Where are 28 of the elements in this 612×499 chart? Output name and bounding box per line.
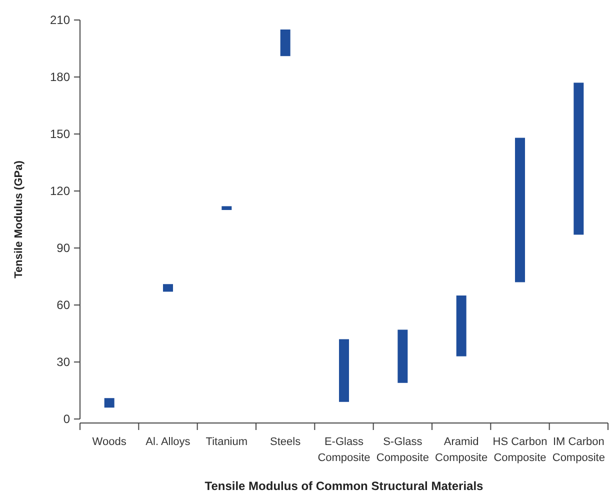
- x-tick-label: Woods: [92, 436, 127, 448]
- x-tick-label: Titanium: [206, 436, 248, 448]
- bar: [515, 138, 525, 282]
- y-tick-label: 180: [50, 70, 70, 84]
- x-tick-label: IM Carbon Composite: [552, 436, 605, 464]
- x-tick-label: S-Glass Composite: [376, 436, 429, 464]
- y-tick-label: 120: [50, 184, 70, 198]
- y-tick-label: 0: [63, 412, 70, 426]
- bar: [280, 30, 290, 56]
- y-tick-label: 150: [50, 127, 70, 142]
- x-tick-label: Al. Alloys: [146, 436, 191, 448]
- y-tick-label: 30: [56, 355, 70, 370]
- y-tick-label: 210: [50, 13, 70, 28]
- y-tick-label: 90: [56, 241, 70, 256]
- bar: [574, 82, 584, 235]
- bar: [398, 330, 408, 383]
- x-tick-label: HS Carbon Composite: [492, 436, 548, 464]
- y-axis-title: Tensile Modulus (GPa): [13, 160, 25, 278]
- bar: [339, 339, 349, 402]
- bar: [104, 398, 114, 408]
- x-tick-label: Aramid Composite: [435, 436, 488, 464]
- bar: [456, 296, 466, 356]
- x-tick-label: E-Glass Composite: [318, 436, 370, 464]
- x-axis-title: Tensile Modulus of Common Structural Materials: [204, 479, 484, 493]
- x-tick-label: Steels: [270, 436, 302, 448]
- bar: [222, 206, 232, 210]
- bar: [163, 284, 173, 292]
- y-tick-label: 60: [56, 298, 70, 312]
